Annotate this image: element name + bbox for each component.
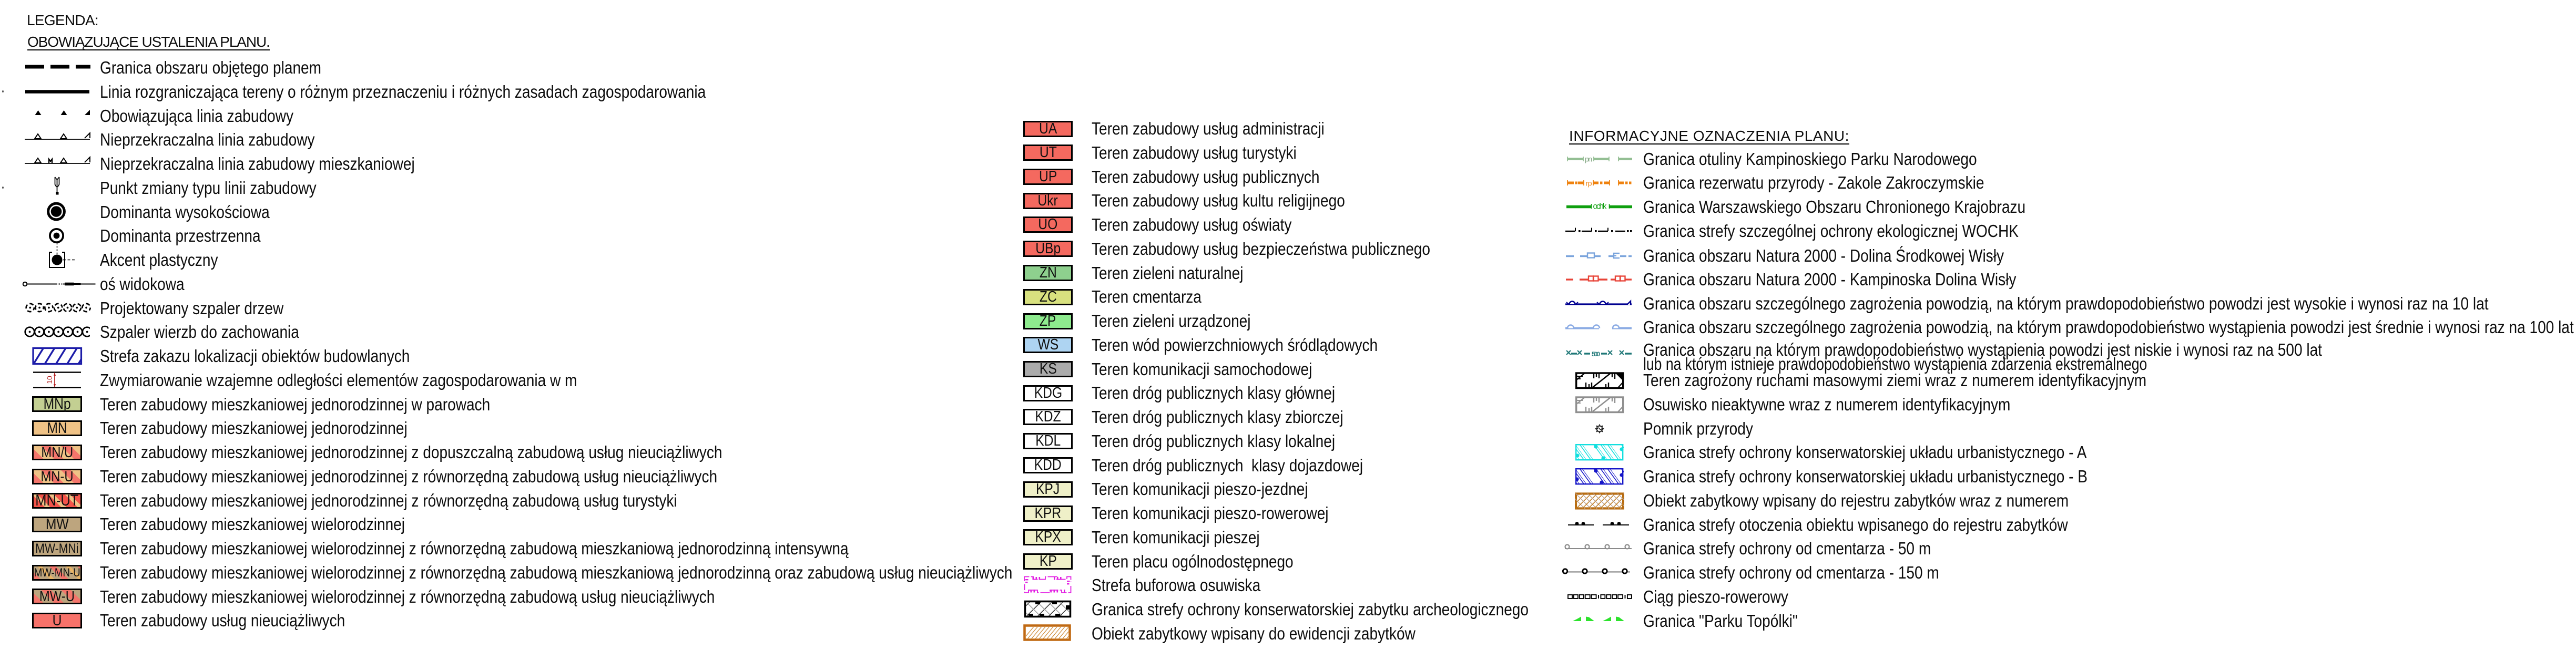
svg-text:rp: rp [1586,179,1592,188]
svg-text:500: 500 [1592,350,1600,358]
svg-text:ochk: ochk [1593,202,1607,211]
svg-text:10: 10 [45,376,54,384]
svg-text:pn: pn [1585,155,1592,163]
